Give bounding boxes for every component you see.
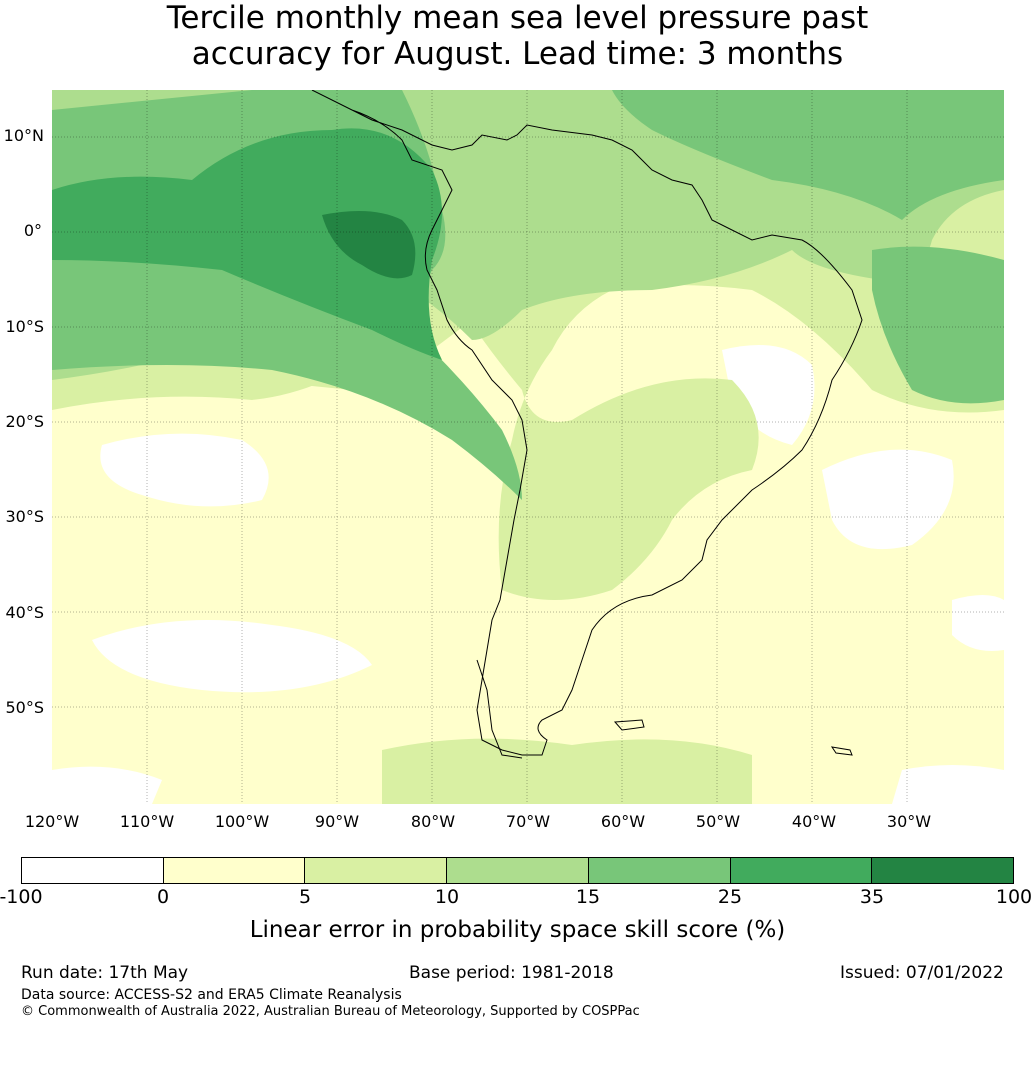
lon-label: 30°W — [886, 812, 932, 831]
skill-25-35-zone — [52, 128, 442, 360]
islands — [476, 659, 853, 759]
map-svg — [52, 90, 1004, 804]
colorbar-segment — [305, 858, 448, 883]
title-line-2: accuracy for August. Lead time: 3 months — [191, 36, 844, 72]
lat-label: 20°S — [5, 412, 44, 431]
colorbar-segment — [22, 858, 164, 883]
colorbar-tick: 0 — [156, 886, 170, 908]
lat-label: 0° — [23, 221, 42, 240]
colorbar-tick: -100 — [0, 886, 43, 908]
colorbar-segment — [163, 858, 306, 883]
lat-label: 10°N — [3, 126, 44, 145]
colorbar-segment — [588, 858, 731, 883]
lon-label: 70°W — [505, 812, 551, 831]
colorbar-segment — [730, 858, 873, 883]
skill-35-100-zone — [322, 211, 416, 279]
lon-label: 100°W — [214, 812, 270, 831]
lon-label: 40°W — [791, 812, 837, 831]
coastline — [311, 90, 863, 756]
colorbar-segment — [447, 858, 589, 883]
lon-label: 90°W — [314, 812, 360, 831]
skill-map — [52, 90, 1004, 804]
lon-label: 50°W — [695, 812, 741, 831]
base-period: Base period: 1981-2018 — [409, 963, 614, 983]
title-line-1: Tercile monthly mean sea level pressure … — [166, 0, 869, 36]
lon-label: 60°W — [600, 812, 646, 831]
colorbar-segment — [872, 858, 1014, 883]
lat-label: 30°S — [5, 507, 44, 526]
lat-label: 50°S — [5, 698, 44, 717]
run-date: Run date: 17th May — [21, 963, 189, 983]
colorbar-tick: 25 — [717, 886, 743, 908]
copyright: © Commonwealth of Australia 2022, Austra… — [21, 1004, 640, 1019]
negative-skill-patches — [52, 345, 1004, 804]
map-title: Tercile monthly mean sea level pressure … — [0, 0, 1035, 72]
colorbar — [21, 857, 1014, 884]
lat-label: 40°S — [5, 603, 44, 622]
lat-label: 10°S — [5, 317, 44, 336]
colorbar-tick: 35 — [859, 886, 885, 908]
lon-label: 120°W — [24, 812, 80, 831]
colorbar-tick: 5 — [298, 886, 312, 908]
lon-label: 80°W — [410, 812, 456, 831]
colorbar-tick: 10 — [434, 886, 460, 908]
lon-label: 110°W — [119, 812, 175, 831]
issued-date: Issued: 07/01/2022 — [840, 963, 1004, 983]
data-source: Data source: ACCESS-S2 and ERA5 Climate … — [21, 987, 402, 1003]
colorbar-title: Linear error in probability space skill … — [249, 917, 786, 943]
colorbar-tick: 15 — [575, 886, 601, 908]
colorbar-tick: 100 — [995, 886, 1033, 908]
